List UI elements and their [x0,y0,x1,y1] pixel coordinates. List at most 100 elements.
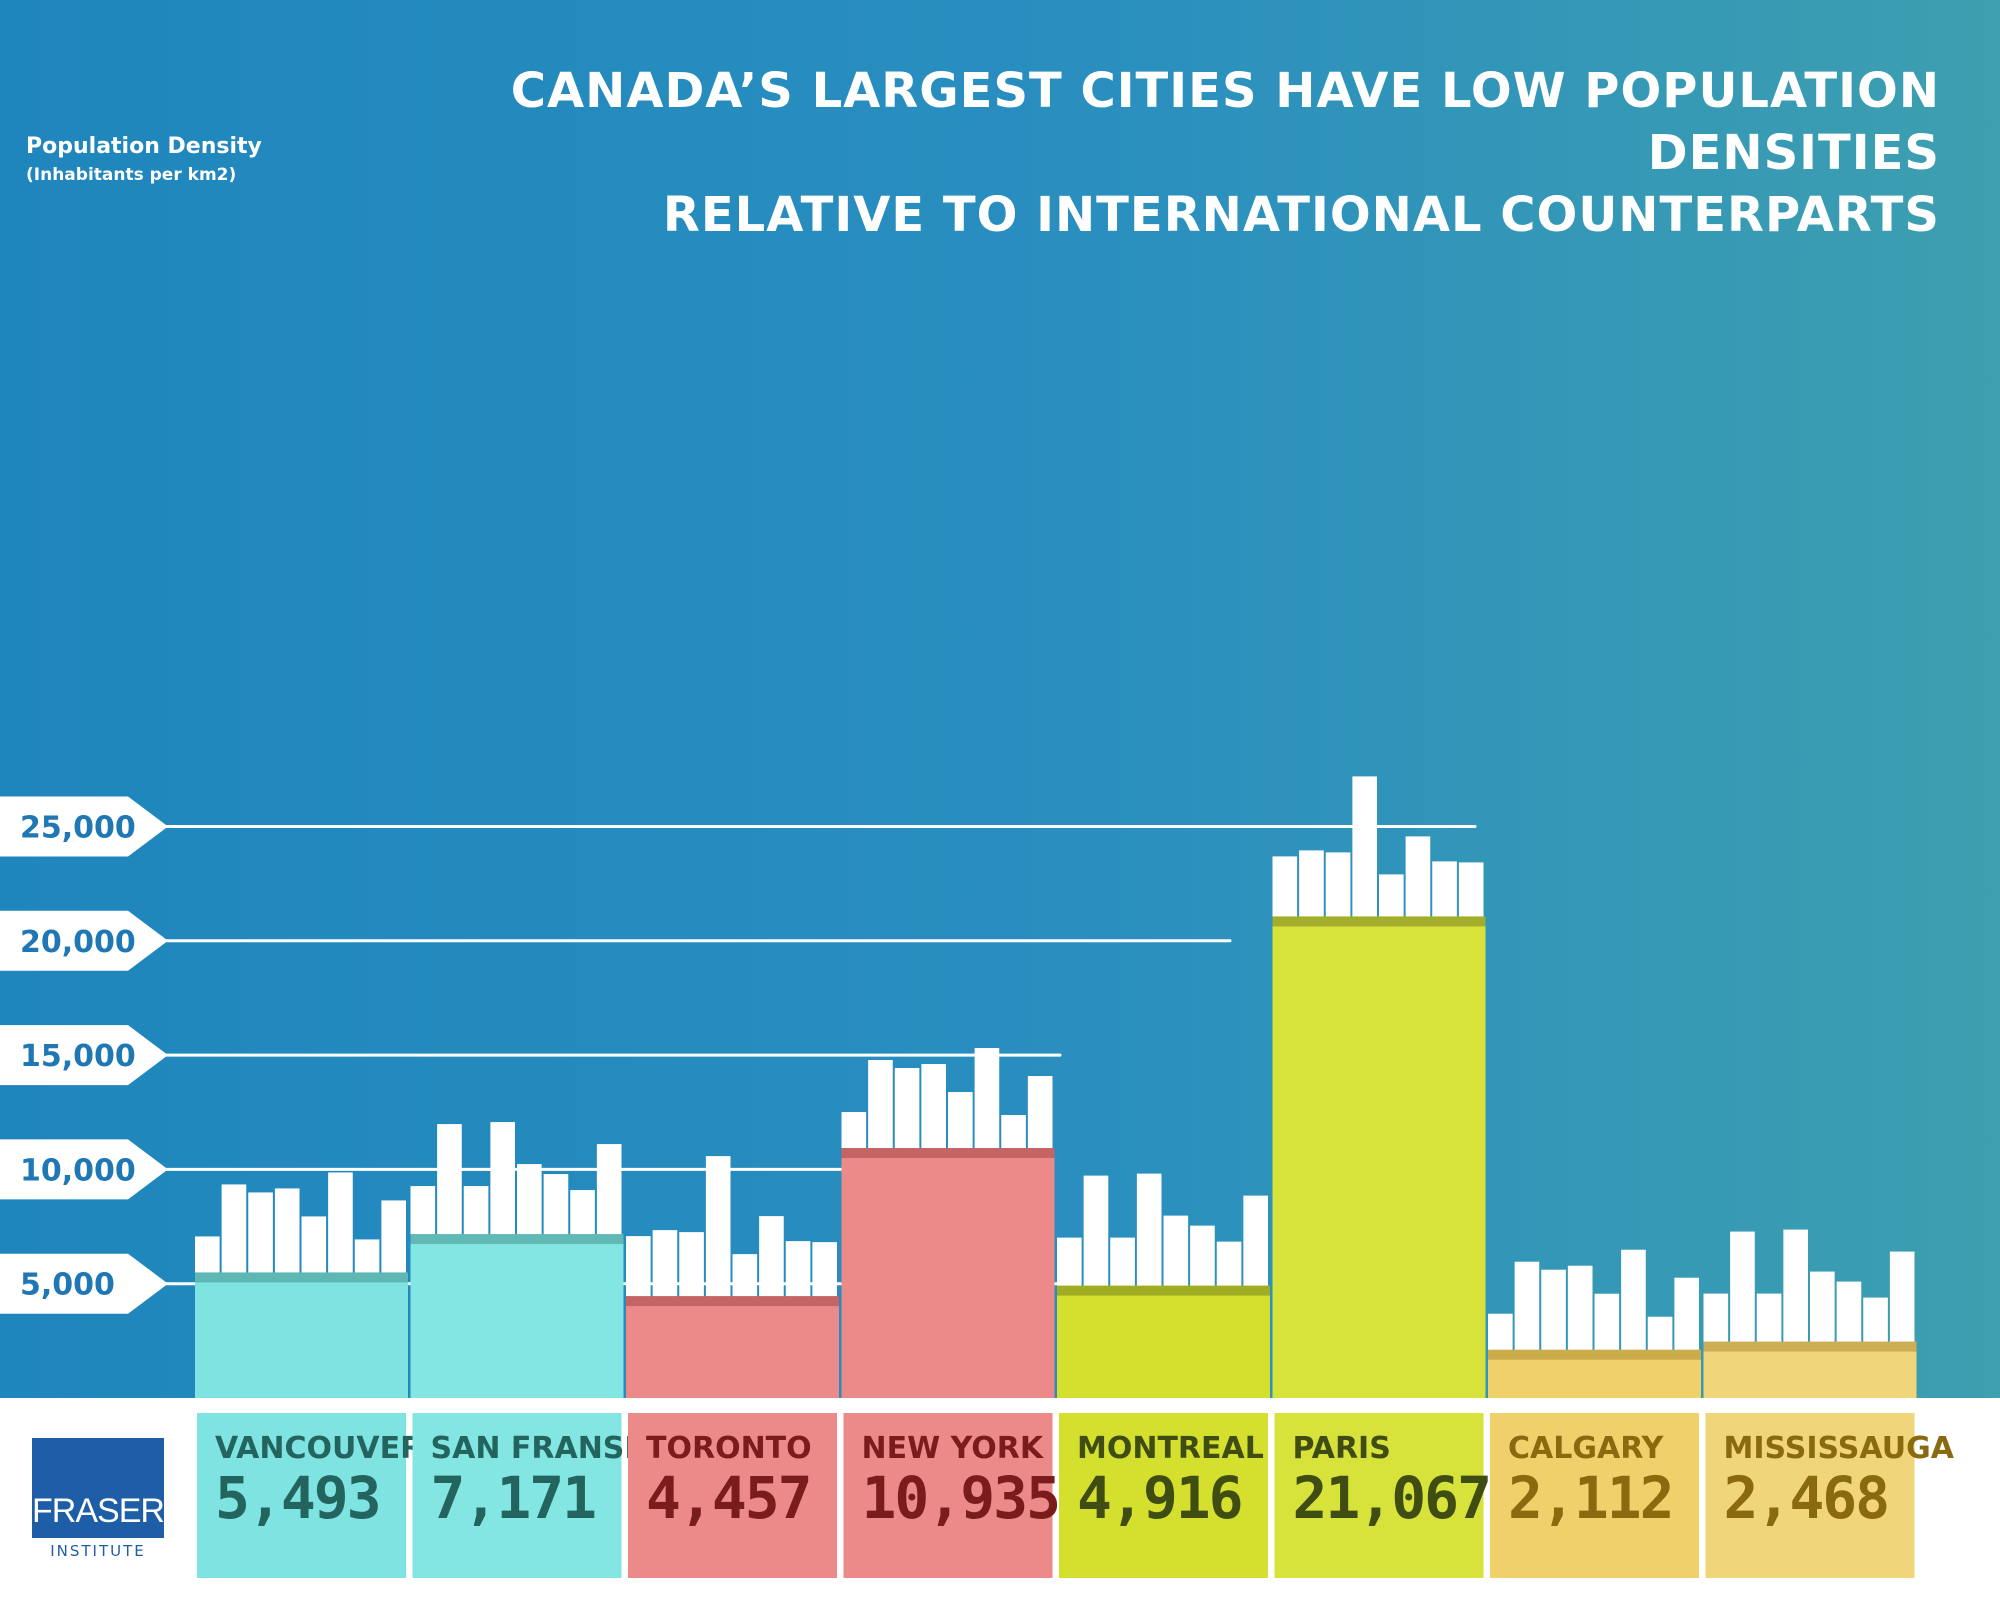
bar-top-band [841,1148,1055,1159]
skyline-building [463,1186,489,1237]
skyline-building [1405,836,1431,919]
skyline-building [596,1144,622,1237]
skyline-building [1810,1271,1835,1344]
city-value-label: 2,112 [1508,1464,1673,1532]
bar [1272,916,1486,1398]
bar [195,1272,408,1398]
bar-top-band [1057,1285,1270,1296]
skyline-building [759,1216,784,1299]
city-value-label: 10,935 [862,1464,1060,1532]
city-name-label: MONTREAL [1077,1431,1264,1466]
skyline-building [1352,776,1377,919]
city-label-card [1705,1413,1915,1578]
skyline-silhouette [1057,1173,1268,1288]
skyline-building [1836,1281,1862,1344]
logo-sub: INSTITUTE [50,1542,146,1560]
skyline-building [1703,1293,1729,1344]
city-label-card [628,1413,837,1578]
skyline-building [1057,1237,1082,1288]
skyline-building [274,1188,300,1275]
city-value-label: 7,171 [431,1464,596,1532]
skyline-building [1783,1229,1808,1344]
skyline-building [1432,861,1457,919]
skyline-silhouette [1272,776,1484,919]
y-tick-label: 15,000 [20,1039,136,1074]
chart-title: CANADA’S LARGEST CITIES HAVE LOW POPULAT… [440,60,1940,246]
city-label-card [197,1413,406,1578]
skyline-building [1216,1241,1242,1288]
skyline-silhouette [1488,1249,1699,1352]
skyline-building [328,1172,353,1275]
skyline-building [221,1184,247,1275]
skyline-building [1541,1269,1566,1352]
skyline-building [1621,1249,1646,1352]
city-value-label: 2,468 [1724,1464,1889,1532]
city-value-label: 21,067 [1293,1464,1491,1532]
skyline-building [301,1216,327,1275]
skyline-building [1756,1293,1782,1344]
skyline-building [948,1092,973,1151]
skyline-building [1190,1225,1215,1288]
bar-top-band [1488,1349,1701,1360]
skyline-building [841,1112,867,1151]
skyline-building [1863,1297,1888,1344]
bar-top-band [1272,916,1486,927]
bar [410,1234,624,1398]
bar [1703,1341,1917,1398]
skyline-building [1243,1195,1268,1288]
city-value-label: 4,457 [646,1464,811,1532]
skyline-building [894,1068,920,1151]
skyline-building [785,1241,811,1299]
bar [1057,1285,1270,1398]
skyline-building [437,1124,462,1237]
bar-top-band [195,1272,408,1283]
skyline-building [732,1254,758,1299]
y-tick-tab [0,1253,168,1314]
city-label-card [1274,1413,1484,1578]
skyline-building [570,1190,595,1237]
skyline-silhouette [841,1048,1053,1151]
skyline-building [490,1122,515,1237]
skyline-building [1325,852,1351,919]
chart-title-line-2: RELATIVE TO INTERNATIONAL COUNTERPARTS [662,187,1940,243]
skyline-building [679,1232,704,1299]
y-axis-subtitle: (Inhabitants per km2) [26,165,237,185]
skyline-building [1272,856,1298,919]
skyline-building [1674,1277,1699,1352]
skyline-building [1083,1175,1109,1288]
city-label-card [1059,1413,1268,1578]
logo-brand: FRASER [32,1492,165,1530]
city-name-label: MISSISSAUGA [1724,1431,1955,1466]
y-axis-title: Population Density [26,134,262,159]
city-name-label: PARIS [1293,1431,1391,1466]
skyline-building [1379,874,1404,919]
skyline-silhouette [195,1172,406,1275]
skyline-building [1001,1115,1026,1151]
skyline-building [195,1236,220,1275]
city-value-label: 4,916 [1077,1464,1242,1532]
y-tick-label: 5,000 [20,1268,115,1303]
bar-top-band [410,1234,624,1245]
skyline-building [1110,1237,1135,1288]
skyline-building [1163,1215,1189,1288]
y-tick-label: 10,000 [20,1153,136,1188]
skyline-building [381,1200,406,1275]
y-tick-tab [0,910,168,971]
city-name-label: TORONTO [646,1431,812,1466]
skyline-building [705,1156,731,1299]
skyline-silhouette [626,1156,837,1299]
bar [1488,1349,1701,1398]
skyline-building [1594,1293,1620,1352]
bar [626,1296,839,1398]
bar-top-band [626,1296,839,1307]
skyline-building [1514,1261,1540,1352]
skyline-building [868,1060,893,1151]
skyline-building [1647,1316,1673,1352]
skyline-silhouette [410,1122,622,1237]
skyline-building [921,1064,946,1151]
skyline-building [652,1230,678,1299]
skyline-building [248,1192,273,1275]
y-tick-label: 20,000 [20,925,136,960]
fraser-institute-logo: FRASER INSTITUTE [32,1438,165,1570]
